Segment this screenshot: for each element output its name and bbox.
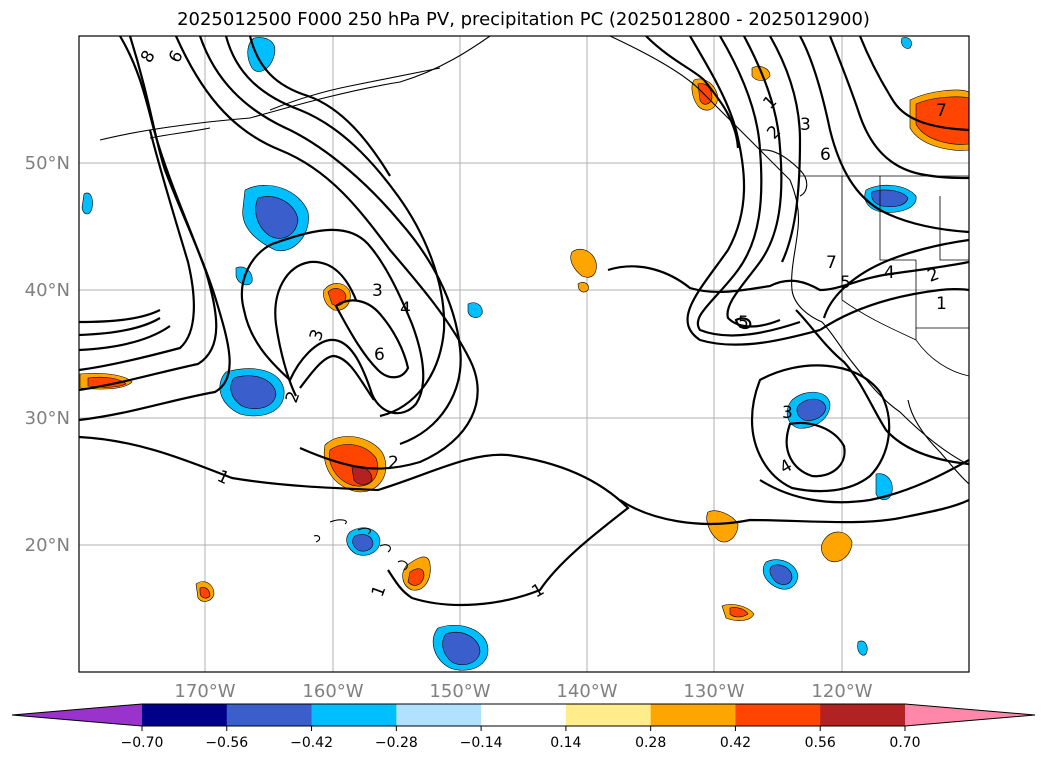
colorbar-segment — [142, 704, 228, 726]
contour-label: 2 — [388, 453, 399, 473]
lon-label: 170°W — [174, 681, 235, 702]
colorbar-segment — [481, 704, 567, 726]
lat-label: 40°N — [25, 280, 70, 301]
contour-label: 6 — [374, 345, 385, 365]
colorbar-segment — [735, 704, 821, 726]
colorbar-extend-max — [905, 704, 1035, 726]
map-title: 2025012500 F000 250 hPa PV, precipitatio… — [177, 9, 870, 30]
contour-label: 3 — [782, 403, 793, 423]
colorbar-tick-label: −0.56 — [205, 735, 248, 751]
colorbar-segment — [820, 704, 906, 726]
colorbar-tick-label: −0.14 — [460, 735, 503, 751]
colorbar-tick-label: 0.14 — [550, 735, 581, 751]
lon-label: 150°W — [429, 681, 490, 702]
colorbar-segment — [565, 704, 652, 726]
colorbar-segment — [650, 704, 736, 726]
lon-label: 140°W — [556, 681, 617, 702]
pv-contours — [79, 36, 969, 607]
lat-label: 20°N — [25, 535, 70, 556]
lon-label: 130°W — [683, 681, 744, 702]
colorbar-tick-label: 0.28 — [635, 735, 666, 751]
contour-label: 4 — [400, 299, 411, 319]
lon-label: 120°W — [811, 681, 872, 702]
colorbar-extend-min — [12, 704, 142, 726]
colorbar-segment — [311, 704, 397, 726]
contour-label: 6 — [820, 145, 831, 165]
contour-label: 5 — [738, 313, 749, 333]
colorbar-tick-label: −0.70 — [121, 735, 164, 751]
positive-precip-areas — [79, 66, 969, 621]
colorbar-tick-label: −0.42 — [290, 735, 333, 751]
longitude-labels: 170°W 160°W 150°W 140°W 130°W 120°W — [174, 681, 872, 702]
colorbar-tick-label: 0.70 — [889, 735, 920, 751]
lon-label: 160°W — [302, 681, 363, 702]
colorbar: −0.70 −0.56 −0.42 −0.28 −0.14 0.14 0.28 0.42 0.5… — [11, 703, 1036, 751]
colorbar-segment — [226, 704, 313, 726]
contour-label: 5 — [840, 273, 851, 293]
contour-label: 3 — [800, 115, 811, 135]
lat-label: 50°N — [25, 153, 70, 174]
map-frame — [79, 36, 969, 672]
negative-precip-areas — [81, 37, 917, 671]
contour-label: 7 — [826, 253, 837, 273]
contour-label: 1 — [936, 294, 947, 314]
colorbar-tick-label: 0.56 — [805, 735, 836, 751]
colorbar-tick-label: −0.28 — [375, 735, 418, 751]
colorbar-tick-label: 0.42 — [720, 735, 751, 751]
colorbar-segment — [396, 704, 482, 726]
contour-label: 7 — [936, 101, 947, 121]
contour-label: 4 — [884, 263, 895, 283]
contour-label: 3 — [372, 281, 383, 301]
latitude-labels: 50°N 40°N 30°N 20°N — [25, 153, 70, 556]
lat-label: 30°N — [25, 408, 70, 429]
